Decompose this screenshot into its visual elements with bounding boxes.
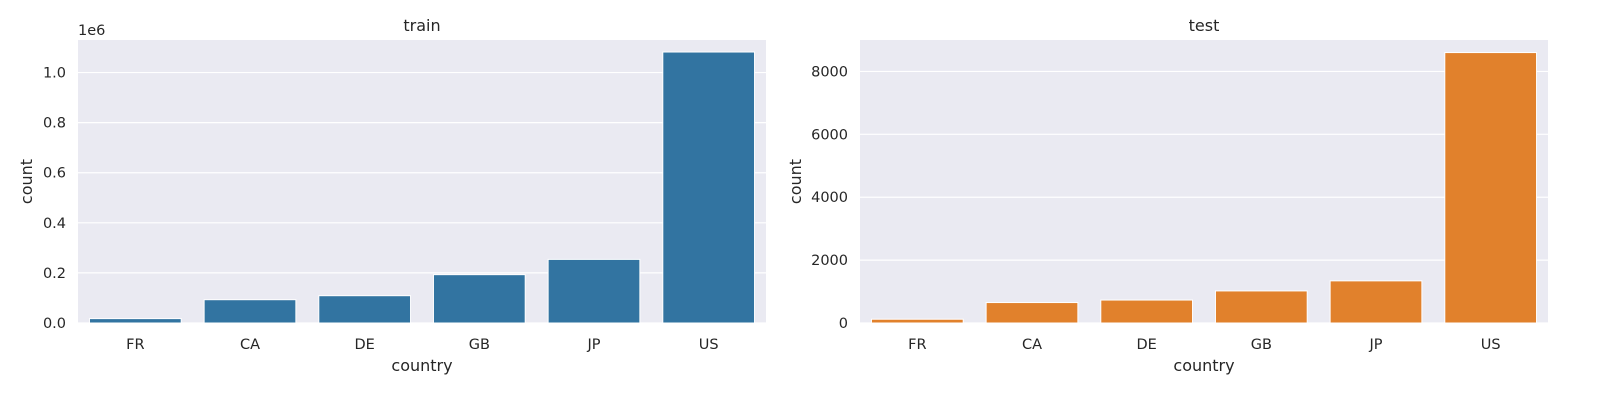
bar-GB bbox=[1214, 290, 1308, 324]
x-tick-label: GB bbox=[1251, 337, 1272, 353]
chart-title: test bbox=[1189, 16, 1220, 35]
x-axis-label: country bbox=[1173, 356, 1234, 375]
y-tick-label: 0.6 bbox=[43, 166, 66, 182]
y-tick-label: 2000 bbox=[811, 253, 848, 269]
x-tick-label: CA bbox=[240, 337, 260, 353]
x-tick-label: DE bbox=[355, 337, 375, 353]
y-tick-label: 8000 bbox=[811, 64, 848, 80]
x-tick-label: GB bbox=[469, 337, 490, 353]
bar-JP bbox=[547, 258, 641, 324]
x-tick-label: JP bbox=[1368, 337, 1382, 353]
y-offset-label: 1e6 bbox=[78, 23, 105, 39]
bar-DE bbox=[1100, 299, 1194, 324]
y-tick-label: 1.0 bbox=[43, 66, 66, 82]
bar-FR bbox=[88, 318, 182, 324]
x-tick-label: US bbox=[699, 337, 719, 353]
x-tick-label: US bbox=[1481, 337, 1501, 353]
y-axis-label: count bbox=[786, 159, 805, 204]
bar-CA bbox=[985, 302, 1079, 324]
chart-panel-test: 0 2000 4000 6000 8000 FR CA DE GB JP US test country… bbox=[786, 16, 1548, 375]
y-tick-label: 0.8 bbox=[43, 116, 66, 132]
x-tick-label: FR bbox=[908, 337, 926, 353]
x-axis-label: country bbox=[391, 356, 452, 375]
x-tick-label: CA bbox=[1022, 337, 1042, 353]
bar-FR bbox=[870, 318, 964, 324]
bar-JP bbox=[1329, 280, 1423, 324]
chart-title: train bbox=[403, 16, 440, 35]
y-tick-label: 0 bbox=[839, 316, 848, 332]
y-tick-label: 0.2 bbox=[43, 266, 66, 282]
plot-area bbox=[78, 40, 766, 323]
x-tick-label: DE bbox=[1137, 337, 1157, 353]
bar-DE bbox=[318, 295, 412, 324]
bar-CA bbox=[203, 299, 297, 324]
chart-panel-train: 0.0 0.2 0.4 0.6 0.8 1.0 FR CA DE GB JP US train count… bbox=[17, 16, 766, 375]
y-tick-label: 0.0 bbox=[43, 316, 66, 332]
y-axis-label: count bbox=[17, 159, 36, 204]
bar-GB bbox=[432, 274, 526, 324]
x-tick-label: JP bbox=[586, 337, 600, 353]
y-tick-label: 6000 bbox=[811, 127, 848, 143]
bar-US bbox=[1444, 52, 1538, 324]
plot-area bbox=[860, 40, 1548, 323]
x-tick-label: FR bbox=[126, 337, 144, 353]
bar-US bbox=[662, 51, 756, 324]
y-tick-label: 0.4 bbox=[43, 216, 66, 232]
y-tick-label: 4000 bbox=[811, 190, 848, 206]
